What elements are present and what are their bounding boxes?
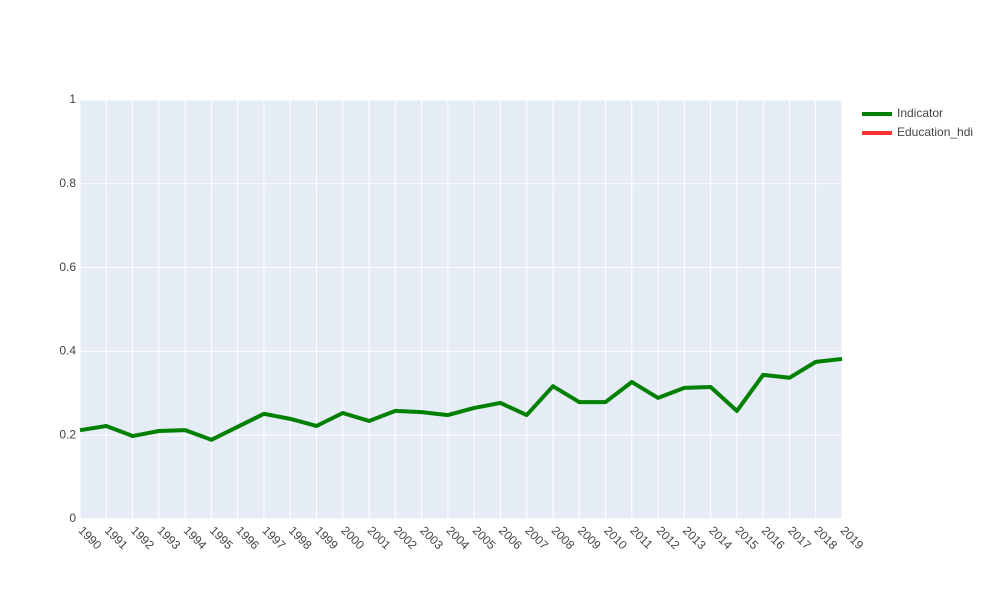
plot-area — [80, 100, 842, 519]
data-line — [79, 356, 843, 442]
x-tick-label: 2000 — [338, 523, 367, 552]
x-tick-label: 2001 — [365, 523, 394, 552]
x-tick-label: 2007 — [522, 523, 551, 552]
y-tick-label: 0.2 — [59, 427, 76, 441]
x-tick-label: 1995 — [207, 523, 236, 552]
x-tick-label: 1997 — [260, 523, 289, 552]
x-tick-label: 2015 — [733, 523, 762, 552]
y-tick-label: 1 — [69, 92, 76, 106]
y-tick-label: 0.4 — [59, 344, 76, 358]
x-tick-label: 2010 — [601, 523, 630, 552]
x-tick-label: 1998 — [286, 523, 315, 552]
x-tick-label: 2017 — [785, 523, 814, 552]
x-tick-label: 2012 — [654, 523, 683, 552]
x-tick-label: 2002 — [391, 523, 420, 552]
legend-label: Indicator — [897, 106, 943, 120]
x-tick-label: 2006 — [496, 523, 525, 552]
legend-label: Education_hdi — [897, 125, 973, 139]
x-tick-label: 2019 — [838, 523, 867, 552]
x-tick-label: 2008 — [549, 523, 578, 552]
y-tick-label: 0.6 — [59, 260, 76, 274]
x-tick-label: 2011 — [627, 523, 655, 551]
x-tick-label: 1992 — [128, 523, 157, 552]
x-tick-label: 2018 — [811, 523, 840, 552]
x-tick-label: 2005 — [470, 523, 499, 552]
x-tick-label: 2013 — [680, 523, 709, 552]
x-tick-label: 1994 — [181, 523, 210, 552]
x-tick-label: 1993 — [154, 523, 183, 552]
x-tick-label: 2009 — [575, 523, 604, 552]
x-tick-label: 1990 — [76, 523, 105, 552]
x-tick-label: 1999 — [312, 523, 341, 552]
x-tick-label: 2016 — [759, 523, 788, 552]
x-tick-label: 1996 — [233, 523, 262, 552]
x-tick-label: 2014 — [706, 523, 735, 552]
x-tick-label: 1991 — [102, 523, 131, 552]
y-tick-label: 0.8 — [59, 176, 76, 190]
y-tick-label: 0 — [69, 511, 76, 525]
x-tick-label: 2004 — [443, 523, 472, 552]
x-tick-label: 2003 — [417, 523, 446, 552]
